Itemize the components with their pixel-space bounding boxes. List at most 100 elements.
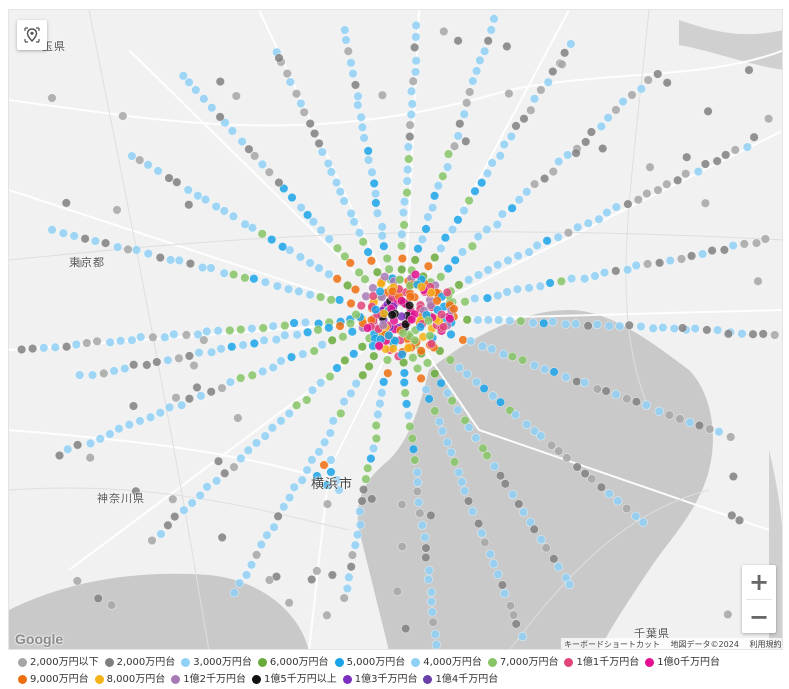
price-marker[interactable] (90, 236, 100, 246)
price-marker[interactable] (75, 370, 85, 380)
price-marker[interactable] (372, 208, 383, 218)
price-marker[interactable] (327, 335, 337, 345)
price-marker[interactable] (326, 295, 336, 305)
price-marker[interactable] (611, 389, 621, 400)
price-marker[interactable] (279, 502, 289, 512)
price-marker[interactable] (305, 118, 315, 129)
price-marker[interactable] (350, 80, 361, 90)
price-marker[interactable] (505, 316, 515, 326)
price-marker[interactable] (432, 296, 442, 306)
price-marker[interactable] (236, 373, 246, 383)
price-marker[interactable] (705, 424, 715, 434)
price-marker[interactable] (411, 32, 421, 42)
price-marker[interactable] (382, 355, 393, 365)
price-marker[interactable] (482, 224, 492, 235)
price-marker[interactable] (480, 46, 490, 56)
price-marker[interactable] (636, 321, 646, 332)
price-marker[interactable] (519, 114, 529, 124)
price-marker[interactable] (462, 369, 472, 379)
price-marker[interactable] (269, 522, 279, 532)
price-marker[interactable] (410, 455, 420, 465)
price-marker[interactable] (517, 355, 528, 365)
price-marker[interactable] (446, 329, 456, 340)
price-marker[interactable] (289, 482, 299, 492)
price-marker[interactable] (368, 291, 378, 301)
price-marker[interactable] (252, 550, 262, 560)
price-marker[interactable] (225, 377, 235, 387)
price-marker[interactable] (557, 59, 567, 69)
price-marker[interactable] (412, 363, 423, 374)
price-marker[interactable] (509, 610, 519, 620)
price-marker[interactable] (662, 179, 672, 189)
zoom-in-button[interactable]: + (748, 568, 770, 596)
price-marker[interactable] (251, 438, 262, 448)
price-marker[interactable] (237, 136, 247, 147)
price-marker[interactable] (401, 623, 411, 634)
price-marker[interactable] (206, 387, 216, 397)
price-marker[interactable] (262, 530, 272, 540)
legend-item[interactable]: 3,000万円台 (181, 655, 252, 670)
price-marker[interactable] (207, 347, 217, 357)
price-marker[interactable] (284, 598, 294, 608)
price-marker[interactable] (541, 543, 551, 553)
price-marker[interactable] (728, 471, 739, 482)
price-marker[interactable] (503, 255, 513, 265)
price-marker[interactable] (368, 443, 379, 454)
price-marker[interactable] (74, 258, 85, 268)
price-marker[interactable] (424, 565, 434, 576)
price-marker[interactable] (339, 397, 349, 407)
price-marker[interactable] (352, 530, 363, 540)
price-marker[interactable] (467, 241, 478, 251)
price-marker[interactable] (581, 137, 591, 147)
price-marker[interactable] (410, 255, 420, 265)
price-marker[interactable] (760, 234, 771, 244)
price-marker[interactable] (500, 479, 510, 489)
price-marker[interactable] (215, 76, 225, 87)
price-marker[interactable] (449, 141, 460, 151)
price-marker[interactable] (294, 286, 304, 297)
price-marker[interactable] (676, 254, 687, 264)
price-marker[interactable] (231, 91, 241, 101)
price-marker[interactable] (423, 212, 433, 222)
price-marker[interactable] (346, 208, 356, 218)
price-marker[interactable] (366, 454, 376, 464)
zoom-out-button[interactable]: − (748, 603, 770, 631)
price-marker[interactable] (408, 444, 419, 454)
price-marker[interactable] (460, 486, 470, 496)
price-marker[interactable] (415, 322, 426, 332)
price-marker[interactable] (562, 453, 572, 463)
price-marker[interactable] (449, 304, 459, 314)
price-marker[interactable] (744, 65, 754, 75)
price-marker[interactable] (128, 401, 139, 411)
price-marker[interactable] (351, 379, 361, 389)
price-marker[interactable] (184, 200, 194, 210)
price-marker[interactable] (375, 286, 385, 297)
price-marker[interactable] (342, 583, 353, 594)
price-marker[interactable] (54, 450, 65, 461)
price-marker[interactable] (546, 440, 557, 450)
price-marker[interactable] (268, 362, 278, 373)
price-marker[interactable] (439, 26, 449, 36)
price-marker[interactable] (148, 332, 158, 342)
price-marker[interactable] (155, 253, 165, 263)
price-marker[interactable] (358, 237, 368, 247)
price-marker[interactable] (539, 174, 550, 184)
price-marker[interactable] (345, 318, 356, 329)
price-marker[interactable] (398, 328, 408, 338)
price-marker[interactable] (258, 366, 268, 377)
price-marker[interactable] (334, 295, 345, 305)
price-marker[interactable] (714, 427, 724, 437)
price-marker[interactable] (87, 370, 98, 380)
price-marker[interactable] (430, 252, 440, 263)
price-marker[interactable] (712, 156, 722, 166)
price-marker[interactable] (599, 268, 610, 278)
price-marker[interactable] (700, 159, 711, 169)
price-marker[interactable] (430, 191, 440, 201)
price-marker[interactable] (369, 351, 379, 361)
price-marker[interactable] (528, 318, 538, 328)
price-marker[interactable] (405, 421, 415, 432)
price-marker[interactable] (276, 356, 286, 366)
price-marker[interactable] (172, 177, 182, 187)
price-marker[interactable] (488, 391, 498, 401)
price-marker[interactable] (545, 278, 555, 288)
